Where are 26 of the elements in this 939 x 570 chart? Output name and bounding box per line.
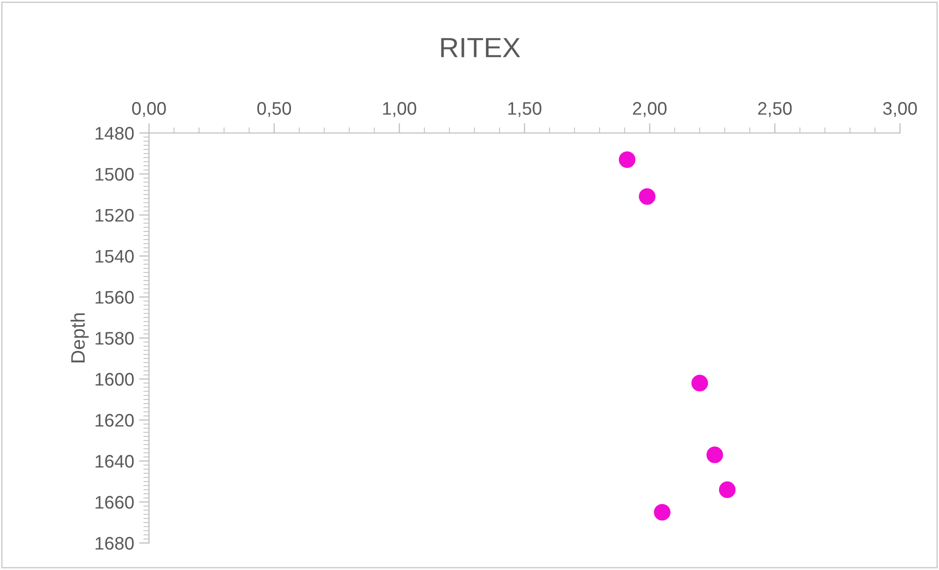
y-tick-label: 1580 [96,332,134,345]
y-tick-label: 1680 [96,536,134,550]
y-axis-title: Depth [70,313,89,362]
y-tick-label: 1640 [96,454,134,468]
x-tick-label: 1,50 [508,102,542,117]
x-tick-label: 2,50 [758,102,792,117]
y-tick-label: 1620 [96,414,134,427]
x-tick-label: 2,00 [633,102,667,117]
point [718,481,736,498]
point [638,188,656,205]
point [618,151,636,168]
y-tick-label: 1540 [96,250,134,263]
point [691,374,708,392]
x-tick-label: 0,00 [132,102,166,117]
y-tick-label: 1520 [96,208,134,222]
point [706,446,724,464]
y-tick-label: 1660 [96,496,134,509]
chart-title: RITEX [441,38,520,58]
y-tick-label: 1600 [96,372,134,386]
y-tick-label: 1560 [96,290,134,304]
x-tick-label: 0,50 [257,102,292,117]
y-tick-label: 1480 [96,126,134,140]
y-tick-label: 1500 [96,168,134,181]
point [654,504,670,521]
x-tick-label: 3,00 [883,102,917,117]
x-tick-label: 1,00 [383,102,416,117]
